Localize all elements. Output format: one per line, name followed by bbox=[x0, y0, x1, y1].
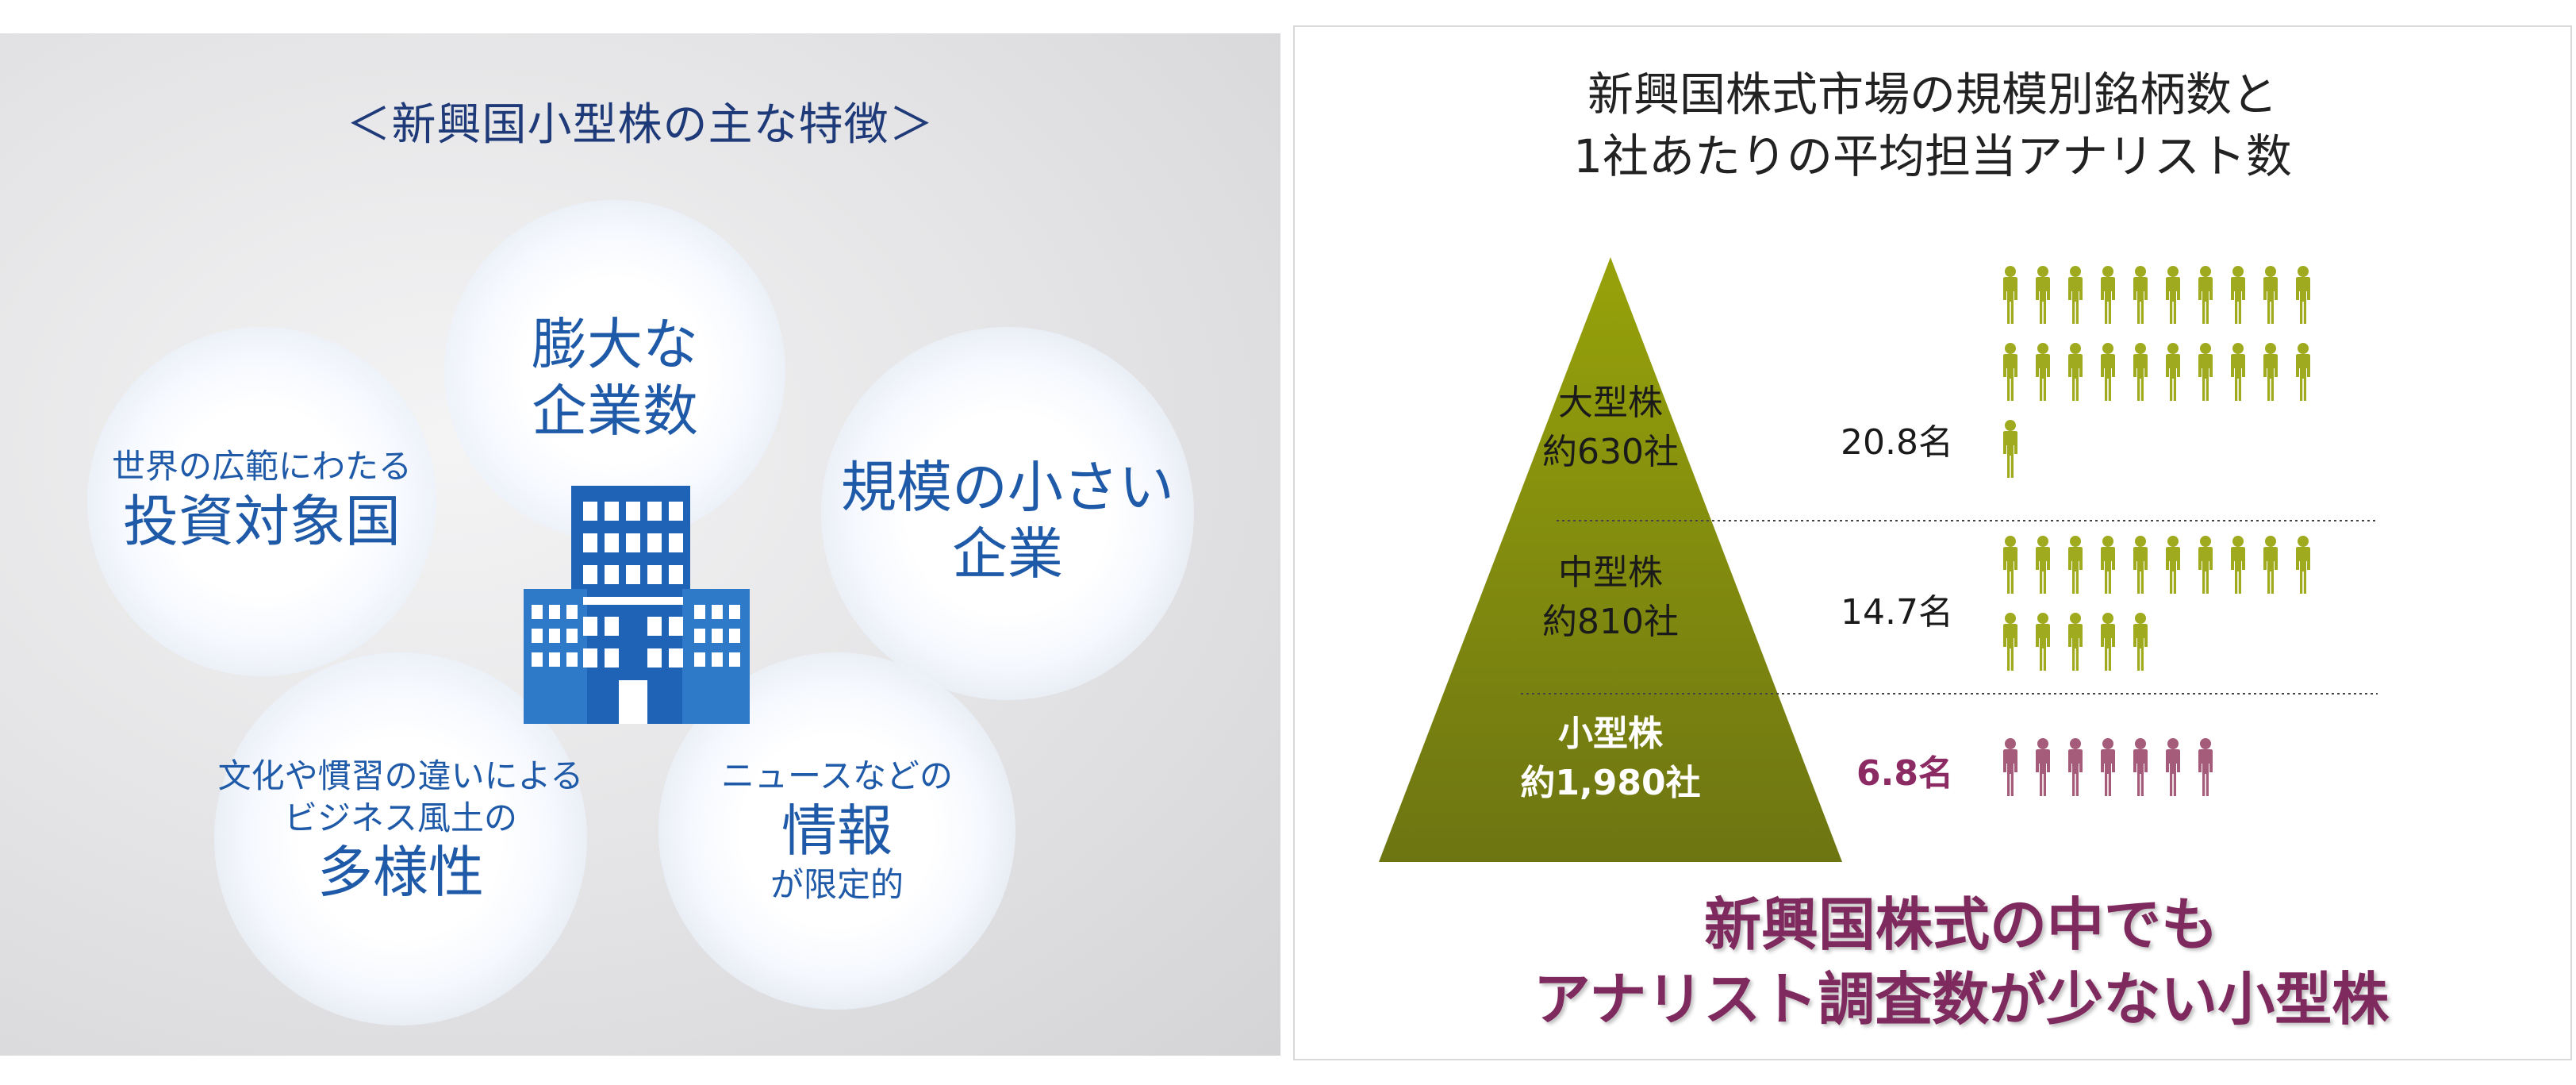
analyst-person-icon bbox=[2003, 343, 2017, 401]
analyst-person-icon bbox=[2296, 536, 2310, 594]
analyst-person-icon bbox=[2003, 613, 2017, 671]
bubble-big-text: 膨大な bbox=[532, 312, 698, 377]
analyst-person-icon bbox=[2231, 266, 2245, 324]
analyst-person-icon bbox=[2101, 738, 2115, 796]
analyst-person-icon bbox=[2263, 266, 2278, 324]
bubble-small-text: 文化や慣習の違いによる bbox=[217, 756, 584, 795]
analyst-person-icon bbox=[2263, 536, 2278, 594]
analyst-person-icon bbox=[2101, 343, 2115, 401]
analyst-person-icon bbox=[2133, 613, 2148, 671]
conclusion-line: 新興国株式の中でも bbox=[1703, 891, 2218, 958]
analyst-value-label: 6.8名 bbox=[1856, 753, 1953, 794]
analyst-person-icon bbox=[2198, 343, 2213, 401]
analyst-person-icon bbox=[2003, 420, 2017, 478]
analyst-person-icon bbox=[2101, 613, 2115, 671]
tier-name-label: 大型株 bbox=[1558, 383, 1663, 423]
analyst-person-icon bbox=[2036, 738, 2050, 796]
analyst-person-icon bbox=[2198, 738, 2213, 796]
analyst-person-icon bbox=[2296, 266, 2310, 324]
conclusion-text: 新興国株式の中でも アナリスト調査数が少ない小型株 bbox=[1533, 888, 2390, 1037]
tier-count-label: 約630社 bbox=[1542, 432, 1679, 472]
analyst-person-icon bbox=[2231, 343, 2245, 401]
bubble-big-text: 投資対象国 bbox=[123, 488, 401, 554]
analyst-value-label: 14.7名 bbox=[1841, 592, 1953, 633]
analyst-person-icon bbox=[2133, 536, 2148, 594]
pyramid-shape bbox=[1379, 257, 1842, 862]
bubble-small-text: 世界の広範にわたる bbox=[111, 447, 412, 486]
bubble-small-text: ニュースなどの bbox=[721, 756, 953, 795]
features-panel: ＜新興国小型株の主な特徴＞ 膨大な 企業数 世界の広範にわたる 投資対象国 規模… bbox=[0, 33, 1280, 1056]
analyst-person-icon bbox=[2036, 343, 2050, 401]
analyst-chart-panel: 新興国株式市場の規模別銘柄数と 1社あたりの平均担当アナリスト数 大型株約630… bbox=[1293, 25, 2572, 1060]
chart-title: 新興国株式市場の規模別銘柄数と 1社あたりの平均担当アナリスト数 bbox=[1295, 63, 2570, 188]
analyst-person-icon bbox=[2003, 738, 2017, 796]
analyst-person-icon bbox=[2068, 613, 2083, 671]
analyst-person-icon bbox=[2003, 266, 2017, 324]
analyst-value-label: 20.8名 bbox=[1841, 422, 1953, 463]
chart-title-line: 1社あたりの平均担当アナリスト数 bbox=[1573, 129, 2292, 184]
analyst-person-icon bbox=[2068, 266, 2083, 324]
analyst-person-icon bbox=[2068, 536, 2083, 594]
analyst-person-icon bbox=[2003, 536, 2017, 594]
tier-name-label: 小型株 bbox=[1558, 714, 1664, 754]
bubble-big-text: 企業数 bbox=[532, 379, 698, 444]
analyst-person-icon bbox=[2166, 266, 2180, 324]
analyst-person-icon bbox=[2166, 536, 2180, 594]
analyst-person-icon bbox=[2101, 536, 2115, 594]
bubble-big-text: 規模の小さい bbox=[841, 455, 1174, 520]
bubble-many-companies: 膨大な 企業数 bbox=[444, 200, 785, 541]
analyst-person-icon bbox=[2036, 266, 2050, 324]
analyst-person-icon bbox=[2198, 266, 2213, 324]
bubble-small-text: ビジネス風土の bbox=[283, 798, 517, 837]
analyst-person-icon bbox=[2231, 536, 2245, 594]
analyst-person-icon bbox=[2133, 266, 2148, 324]
analyst-person-icon bbox=[2101, 266, 2115, 324]
conclusion-line: アナリスト調査数が少ない小型株 bbox=[1533, 965, 2390, 1033]
analyst-person-icon bbox=[2296, 343, 2310, 401]
analyst-person-icon bbox=[2036, 536, 2050, 594]
analyst-person-icon bbox=[2166, 738, 2180, 796]
bubble-small-companies: 規模の小さい 企業 bbox=[821, 327, 1194, 700]
bubble-big-text: 情報 bbox=[781, 798, 893, 864]
chart-title-line: 新興国株式市場の規模別銘柄数と bbox=[1587, 67, 2278, 121]
bubble-global-scope: 世界の広範にわたる 投資対象国 bbox=[87, 327, 436, 676]
analyst-person-icon bbox=[2036, 613, 2050, 671]
bubble-big-text: 企業 bbox=[952, 521, 1063, 587]
office-building-icon bbox=[524, 486, 750, 724]
analyst-person-icon bbox=[2198, 536, 2213, 594]
tier-count-label: 約1,980社 bbox=[1520, 763, 1700, 803]
analyst-person-icon bbox=[2133, 343, 2148, 401]
tier-count-label: 約810社 bbox=[1542, 602, 1679, 642]
bubble-small-text: が限定的 bbox=[770, 864, 904, 904]
analyst-person-icon bbox=[2068, 343, 2083, 401]
features-title: ＜新興国小型株の主な特徴＞ bbox=[346, 99, 935, 151]
tier-name-label: 中型株 bbox=[1558, 552, 1663, 593]
analyst-person-icon bbox=[2263, 343, 2278, 401]
bubble-big-text: 多様性 bbox=[317, 840, 484, 905]
analyst-person-icon bbox=[2133, 738, 2148, 796]
analyst-person-icon bbox=[2166, 343, 2180, 401]
analyst-person-icon bbox=[2068, 738, 2083, 796]
